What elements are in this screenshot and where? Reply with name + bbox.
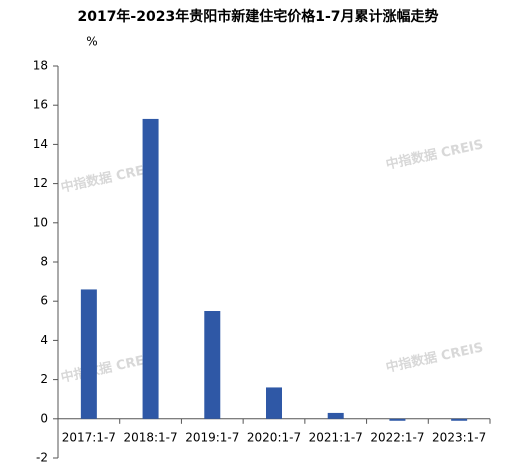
y-tick-label: 14 xyxy=(33,137,48,151)
bar xyxy=(266,387,282,419)
bar xyxy=(389,418,406,421)
bar xyxy=(80,289,97,419)
bar xyxy=(451,418,468,421)
y-axis-label: % xyxy=(86,35,97,49)
x-tick-label: 2018:1-7 xyxy=(123,430,177,444)
x-tick-label: 2019:1-7 xyxy=(185,430,239,444)
bar xyxy=(327,412,344,419)
x-tick-label: 2023:1-7 xyxy=(432,430,486,444)
y-tick-label: 2 xyxy=(40,372,48,386)
watermark: 中指数据 CREIS xyxy=(384,339,484,375)
watermark: 中指数据 CREIS xyxy=(384,136,484,172)
y-tick-label: 18 xyxy=(33,59,48,73)
x-tick-label: 2021:1-7 xyxy=(309,430,363,444)
bar xyxy=(204,311,221,419)
y-tick-label: -2 xyxy=(36,451,48,465)
y-tick-label: 6 xyxy=(40,294,48,308)
y-tick-label: 4 xyxy=(40,333,48,347)
y-tick-label: 12 xyxy=(33,176,48,190)
chart-title: 2017年-2023年贵阳市新建住宅价格1-7月累计涨幅走势 xyxy=(77,8,438,25)
y-tick-label: 8 xyxy=(40,255,48,269)
y-tick-label: 0 xyxy=(40,411,48,425)
y-tick-label: 16 xyxy=(33,98,48,112)
x-tick-label: 2020:1-7 xyxy=(247,430,301,444)
bar xyxy=(142,118,159,419)
x-tick-label: 2017:1-7 xyxy=(62,430,116,444)
x-tick-label: 2022:1-7 xyxy=(370,430,424,444)
y-tick-label: 10 xyxy=(33,215,48,229)
